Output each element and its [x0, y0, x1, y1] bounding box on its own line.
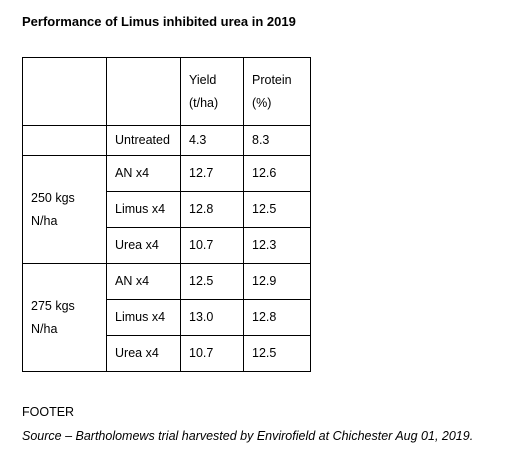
untreated-row: Untreated 4.3 8.3 [22, 125, 311, 156]
header-text: Yield [189, 72, 217, 87]
protein-cell: 12.5 [243, 191, 311, 228]
yield-cell: 12.8 [180, 191, 244, 228]
group-label: 275 kgs N/ha [22, 263, 107, 372]
row-label: AN x4 [106, 155, 181, 192]
group-label-text: N/ha [31, 213, 58, 228]
yield-cell: 4.3 [180, 125, 244, 156]
results-table: Yield (t/ha) Protein (%) Untreated 4.3 8.3… [22, 57, 311, 372]
row-label: Limus x4 [106, 299, 181, 336]
header-cell: Yield (t/ha) [180, 57, 244, 126]
protein-cell: 12.5 [243, 335, 311, 372]
data-row: Limus x4 12.8 12.5 [23, 191, 311, 228]
data-row: Urea x4 10.7 12.5 [23, 335, 311, 372]
row-label: Urea x4 [106, 335, 181, 372]
header-text: (t/ha) [189, 95, 219, 110]
yield-cell: 12.7 [180, 155, 244, 192]
row-label: Untreated [106, 125, 181, 156]
data-row: Limus x4 13.0 12.8 [23, 299, 311, 336]
header-text: (%) [252, 95, 272, 110]
data-row: Urea x4 10.7 12.3 [23, 227, 311, 264]
protein-cell: 12.8 [243, 299, 311, 336]
cell [22, 125, 107, 156]
yield-cell: 10.7 [180, 335, 244, 372]
data-row: 275 kgs N/ha AN x4 12.5 12.9 [22, 263, 311, 372]
protein-cell: 8.3 [243, 125, 311, 156]
group-label: 250 kgs N/ha [22, 155, 107, 264]
group-label-text: 250 kgs [31, 190, 75, 205]
header-cell: Protein (%) [243, 57, 311, 126]
footer-source: Source – Bartholomews trial harvested by… [22, 429, 474, 443]
cell [22, 57, 107, 126]
group-label-text: 275 kgs [31, 298, 75, 313]
header-row: Yield (t/ha) Protein (%) [22, 57, 311, 126]
group-label-text: N/ha [31, 321, 58, 336]
yield-cell: 12.5 [180, 263, 244, 300]
protein-cell: 12.3 [243, 227, 311, 264]
data-row: 250 kgs N/ha AN x4 12.7 12.6 [22, 155, 311, 264]
row-label: AN x4 [106, 263, 181, 300]
row-label: Urea x4 [106, 227, 181, 264]
protein-cell: 12.9 [243, 263, 311, 300]
cell [106, 57, 181, 126]
title: Performance of Limus inhibited urea in 2… [22, 14, 296, 29]
table-body: Yield (t/ha) Protein (%) Untreated 4.3 8.3… [22, 57, 311, 372]
row-label: Limus x4 [106, 191, 181, 228]
yield-cell: 13.0 [180, 299, 244, 336]
protein-cell: 12.6 [243, 155, 311, 192]
yield-cell: 10.7 [180, 227, 244, 264]
footer-label: FOOTER [22, 405, 75, 419]
header-text: Protein [252, 72, 292, 87]
